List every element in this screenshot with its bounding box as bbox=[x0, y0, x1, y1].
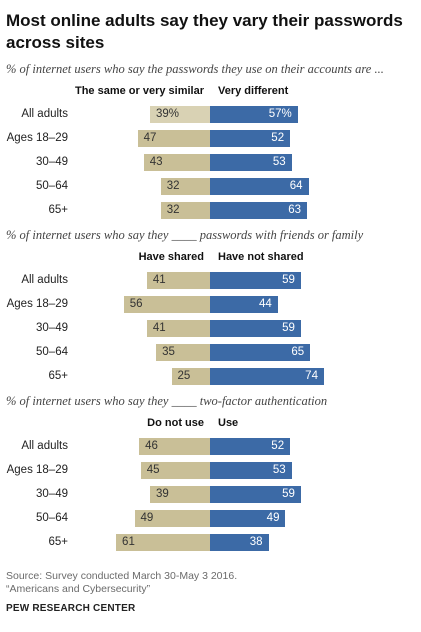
data-label: 46 bbox=[145, 440, 158, 452]
bar-have-not-shared bbox=[210, 344, 311, 361]
category-label: Ages 18–29 bbox=[6, 298, 68, 310]
bar-very-different bbox=[210, 130, 291, 147]
bar-very-different bbox=[210, 106, 298, 123]
category-label: Ages 18–29 bbox=[6, 464, 68, 476]
data-label: 32 bbox=[166, 180, 180, 192]
bar-have-shared bbox=[171, 368, 210, 385]
bar-have-not-shared bbox=[210, 296, 278, 313]
bar-have-not-shared bbox=[210, 272, 301, 289]
data-label: 25 bbox=[177, 370, 191, 382]
category-label: All adults bbox=[21, 108, 68, 120]
bar-have-shared bbox=[123, 296, 210, 313]
bar-have-not-shared bbox=[210, 320, 301, 337]
category-label: All adults bbox=[21, 440, 68, 452]
bar-the-same-or-very-similar bbox=[160, 178, 210, 195]
legend-right-series: Use bbox=[218, 417, 239, 429]
data-label: 52 bbox=[271, 132, 285, 144]
data-label: 63 bbox=[288, 204, 302, 216]
bar-very-different bbox=[210, 202, 308, 219]
bar-use bbox=[210, 462, 292, 479]
data-label: 56 bbox=[129, 298, 143, 310]
data-label: 41 bbox=[152, 274, 166, 286]
data-label: 38 bbox=[249, 536, 263, 548]
data-label: 47 bbox=[143, 132, 157, 144]
bar-use bbox=[210, 534, 269, 551]
panel-subtitle: % of internet users who say the password… bbox=[6, 62, 384, 76]
bar-use bbox=[210, 438, 291, 455]
legend-left-series: The same or very similar bbox=[74, 85, 204, 97]
data-label: 45 bbox=[146, 464, 160, 476]
legend-left-series: Do not use bbox=[147, 417, 204, 429]
bar-do-not-use bbox=[139, 438, 210, 455]
bar-have-not-shared bbox=[210, 368, 324, 385]
category-label: 50–64 bbox=[36, 346, 68, 358]
data-label: 49 bbox=[140, 512, 154, 524]
bar-the-same-or-very-similar bbox=[137, 130, 210, 147]
category-label: 30–49 bbox=[36, 322, 68, 334]
data-label: 35 bbox=[162, 346, 175, 358]
bar-do-not-use bbox=[116, 534, 210, 551]
bar-the-same-or-very-similar bbox=[160, 202, 210, 219]
bar-do-not-use bbox=[134, 510, 210, 527]
data-label: 65 bbox=[291, 346, 305, 358]
data-label: 43 bbox=[149, 156, 163, 168]
category-label: 65+ bbox=[48, 370, 68, 382]
category-label: 50–64 bbox=[36, 180, 68, 192]
legend-right-series: Have not shared bbox=[218, 251, 304, 263]
bar-have-shared bbox=[146, 272, 210, 289]
data-label: 52 bbox=[271, 440, 285, 452]
data-label: 39 bbox=[155, 488, 169, 500]
data-label: 39% bbox=[155, 108, 179, 120]
data-label: 64 bbox=[289, 180, 303, 192]
data-label: 49 bbox=[266, 512, 280, 524]
data-label: 53 bbox=[272, 464, 286, 476]
bar-have-shared bbox=[156, 344, 210, 361]
data-label: 44 bbox=[258, 298, 272, 310]
brand-label: PEW RESEARCH CENTER bbox=[6, 603, 136, 614]
data-label: 74 bbox=[305, 370, 318, 382]
legend-left-series: Have shared bbox=[138, 251, 204, 263]
panel-subtitle: % of internet users who say they ____ pa… bbox=[6, 228, 364, 242]
category-label: 65+ bbox=[48, 204, 68, 216]
category-label: Ages 18–29 bbox=[6, 132, 68, 144]
category-label: 65+ bbox=[48, 536, 68, 548]
data-label: 61 bbox=[122, 536, 135, 548]
bar-very-different bbox=[210, 178, 309, 195]
data-label: 53 bbox=[272, 156, 286, 168]
report-title: “Americans and Cybersecurity” bbox=[6, 583, 151, 595]
bar-have-shared bbox=[146, 320, 210, 337]
source-note: Source: Survey conducted March 30-May 3 … bbox=[6, 570, 237, 596]
category-label: All adults bbox=[21, 274, 68, 286]
data-label: 57% bbox=[268, 108, 292, 120]
bar-do-not-use bbox=[149, 486, 210, 503]
source-line: Source: Survey conducted March 30-May 3 … bbox=[6, 570, 238, 582]
bar-the-same-or-very-similar bbox=[149, 106, 210, 123]
bar-the-same-or-very-similar bbox=[143, 154, 210, 171]
legend-right-series: Very different bbox=[218, 85, 289, 97]
bar-use bbox=[210, 486, 301, 503]
category-label: 50–64 bbox=[36, 512, 68, 524]
panel-subtitle: % of internet users who say they ____ tw… bbox=[6, 394, 328, 408]
data-label: 32 bbox=[166, 204, 180, 216]
bar-do-not-use bbox=[140, 462, 210, 479]
data-label: 59 bbox=[282, 322, 295, 334]
data-label: 59 bbox=[282, 488, 295, 500]
bar-very-different bbox=[210, 154, 292, 171]
bar-use bbox=[210, 510, 286, 527]
category-label: 30–49 bbox=[36, 156, 68, 168]
data-label: 59 bbox=[282, 274, 295, 286]
data-label: 41 bbox=[152, 322, 166, 334]
chart-title: Most online adults say they vary their p… bbox=[6, 11, 403, 52]
category-label: 30–49 bbox=[36, 488, 68, 500]
